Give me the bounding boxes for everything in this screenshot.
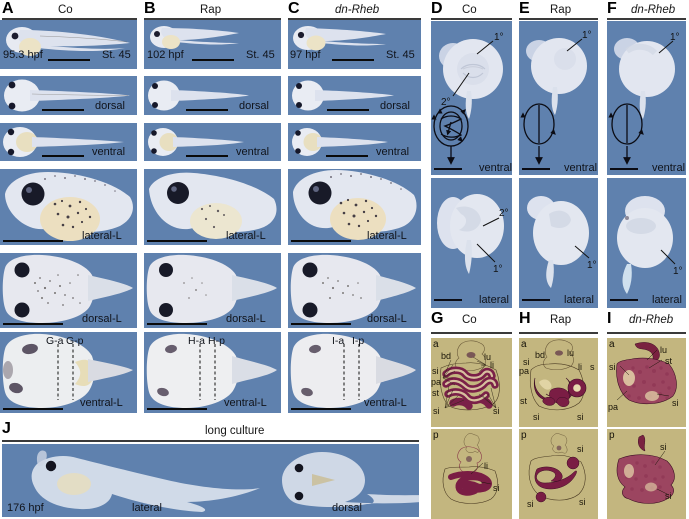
svg-text:1°: 1° xyxy=(673,266,683,277)
svg-text:1°: 1° xyxy=(587,260,597,271)
svg-text:1°: 1° xyxy=(493,264,503,275)
svg-text:2°: 2° xyxy=(499,208,509,219)
